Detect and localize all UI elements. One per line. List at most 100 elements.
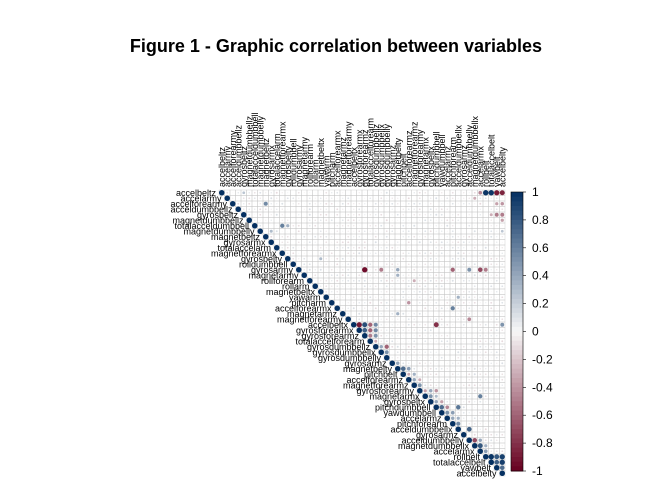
correlation-point (336, 285, 338, 287)
correlation-point (336, 246, 339, 249)
correlation-point (237, 197, 239, 199)
correlation-point (468, 368, 470, 370)
correlation-point (303, 269, 305, 271)
correlation-point (342, 307, 344, 309)
correlation-point (473, 373, 476, 376)
correlation-point (331, 296, 333, 298)
correlation-point (462, 318, 465, 321)
legend-color-band (511, 326, 523, 332)
correlation-point (424, 274, 426, 276)
correlation-point (418, 362, 421, 365)
correlation-point (276, 225, 278, 227)
correlation-point (456, 416, 460, 420)
correlation-point (303, 241, 305, 243)
correlation-point (424, 301, 427, 304)
correlation-point (474, 379, 476, 381)
correlation-point (441, 302, 443, 304)
correlation-point (490, 351, 492, 353)
correlation-point (468, 395, 471, 398)
correlation-point (369, 307, 371, 309)
correlation-point (419, 368, 421, 370)
correlation-point (413, 213, 416, 216)
correlation-point (484, 340, 487, 343)
correlation-point (496, 225, 498, 227)
correlation-point (259, 224, 262, 227)
correlation-point (469, 247, 470, 248)
column-label: accelarmz (442, 145, 452, 187)
correlation-point (375, 318, 377, 320)
correlation-point (348, 192, 349, 193)
correlation-point (457, 351, 460, 354)
correlation-point (358, 246, 361, 249)
correlation-point (359, 297, 360, 298)
correlation-point (446, 313, 448, 315)
correlation-point (457, 401, 459, 403)
legend-color-band (511, 387, 523, 393)
correlation-point (501, 395, 504, 398)
correlation-point (292, 208, 294, 210)
correlation-point (479, 428, 481, 430)
correlation-point (446, 291, 448, 293)
correlation-point (386, 335, 388, 337)
correlation-point (352, 279, 355, 282)
correlation-point (276, 203, 278, 205)
correlation-point (358, 258, 360, 260)
row-label: pitchbelt (364, 369, 398, 379)
correlation-point (369, 280, 371, 282)
correlation-point (501, 400, 504, 403)
correlation-point (232, 197, 234, 199)
column-label: totalaccelarm (272, 133, 282, 187)
correlation-point (441, 379, 443, 381)
correlation-point (501, 428, 504, 431)
correlation-point (364, 208, 366, 210)
correlation-point (485, 296, 487, 298)
correlation-point (375, 247, 377, 249)
diagonal-point (439, 410, 445, 416)
correlation-point (380, 340, 382, 342)
correlation-point (358, 291, 360, 293)
correlation-point (424, 346, 426, 348)
correlation-point (358, 236, 360, 238)
correlation-point (385, 235, 388, 238)
correlation-point (370, 242, 371, 243)
correlation-point (490, 334, 493, 337)
correlation-point (407, 197, 410, 200)
column-label: magnetarmz (338, 136, 348, 187)
correlation-point (418, 334, 421, 337)
column-label: gyrosdumbbellx (376, 123, 386, 187)
correlation-point (446, 247, 448, 249)
column-label: pitchforearm (448, 137, 458, 187)
correlation-point (451, 416, 455, 420)
correlation-point (391, 192, 393, 194)
correlation-point (441, 335, 443, 337)
correlation-point (479, 241, 481, 243)
correlation-point (430, 274, 432, 276)
correlation-point (479, 434, 481, 436)
correlation-point (490, 428, 492, 430)
correlation-point (368, 328, 373, 333)
correlation-point (446, 241, 448, 243)
column-label: gyrosbelty (283, 145, 293, 187)
correlation-point (463, 231, 464, 232)
correlation-point (358, 269, 360, 271)
correlation-point (391, 219, 393, 221)
correlation-point (472, 437, 478, 443)
correlation-point (435, 373, 438, 376)
correlation-point (368, 333, 373, 338)
correlation-point (457, 318, 459, 320)
correlation-point (490, 401, 492, 403)
correlation-point (286, 235, 289, 238)
correlation-point (248, 191, 251, 194)
correlation-point (484, 378, 487, 381)
correlation-point (490, 230, 493, 233)
legend-color-band (511, 219, 523, 226)
correlation-point (380, 224, 383, 227)
row-label: acceldumbbellx (390, 424, 453, 434)
legend-color-band (511, 294, 523, 300)
correlation-point (331, 258, 333, 260)
correlation-point (254, 208, 256, 210)
correlation-point (287, 252, 289, 254)
correlation-point (402, 324, 404, 326)
correlation-point (463, 225, 465, 227)
